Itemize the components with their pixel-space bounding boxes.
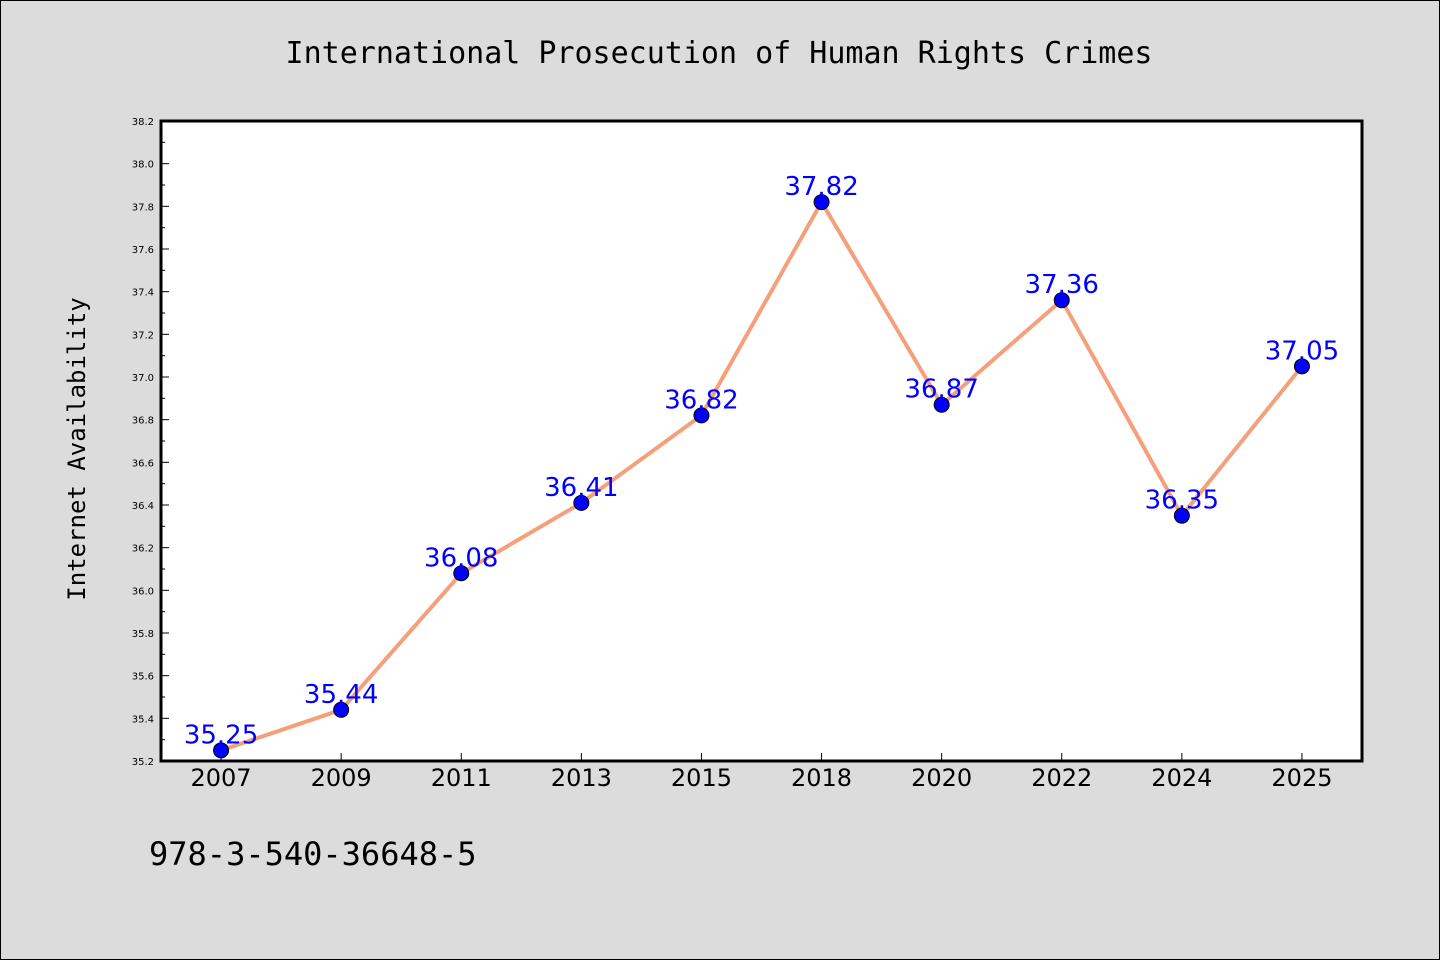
x-tick-label: 2015 bbox=[671, 764, 732, 792]
data-point bbox=[813, 194, 830, 211]
data-point bbox=[1173, 507, 1190, 524]
data-label: 35.25 bbox=[184, 720, 258, 750]
x-tick-label: 2013 bbox=[551, 764, 612, 792]
x-tick-label: 2020 bbox=[911, 764, 972, 792]
y-tick-label: 36.0 bbox=[132, 586, 154, 597]
isbn-text: 978-3-540-36648-5 bbox=[149, 835, 477, 873]
y-tick-label: 36.8 bbox=[132, 416, 154, 427]
data-point bbox=[213, 742, 230, 759]
data-label: 37.05 bbox=[1265, 336, 1339, 366]
data-point bbox=[453, 565, 470, 582]
y-tick-label: 37.0 bbox=[132, 373, 154, 384]
y-tick-label: 35.4 bbox=[132, 714, 154, 725]
data-point bbox=[1293, 358, 1310, 375]
y-axis: 35.2 35.4 35.6 35.8 36.0 36.2 36.4 36.6 36.8 37.0… bbox=[132, 117, 169, 768]
data-label: 37.82 bbox=[784, 172, 858, 202]
x-tick-label: 2025 bbox=[1271, 764, 1332, 792]
x-tick-label: 2011 bbox=[431, 764, 492, 792]
y-tick-label: 37.6 bbox=[132, 245, 154, 256]
data-labels: 35.25 35.44 36.08 36.41 36.82 37.82 36.87 37.36… bbox=[184, 172, 1339, 750]
data-point bbox=[333, 701, 350, 718]
y-tick-label: 37.8 bbox=[132, 202, 154, 213]
y-tick-label: 37.2 bbox=[132, 330, 154, 341]
x-tick-label: 2024 bbox=[1151, 764, 1212, 792]
data-label: 36.35 bbox=[1145, 486, 1219, 516]
x-tick-label: 2018 bbox=[791, 764, 852, 792]
x-tick-label: 2009 bbox=[311, 764, 372, 792]
data-label: 37.36 bbox=[1025, 270, 1099, 300]
data-label: 36.41 bbox=[544, 473, 618, 503]
series-line bbox=[219, 200, 1304, 753]
data-point bbox=[1053, 292, 1070, 309]
x-axis: 2007 2009 2011 2013 2015 2018 2020 2022 2024 2025 bbox=[191, 753, 1332, 792]
plot-area bbox=[159, 119, 1364, 763]
x-tick-label: 2007 bbox=[191, 764, 252, 792]
y-axis-label: Internet Availability bbox=[63, 297, 91, 600]
data-label: 36.87 bbox=[904, 375, 978, 405]
y-tick-label: 36.4 bbox=[132, 501, 154, 512]
data-label: 35.44 bbox=[304, 680, 378, 710]
y-tick-label: 37.4 bbox=[132, 288, 154, 299]
x-tick-label: 2022 bbox=[1031, 764, 1092, 792]
y-tick-label: 38.2 bbox=[132, 117, 154, 128]
data-points bbox=[213, 194, 1310, 759]
y-tick-label: 35.2 bbox=[132, 757, 154, 768]
data-point bbox=[693, 407, 710, 424]
data-label: 36.82 bbox=[664, 385, 738, 415]
y-tick-label: 36.2 bbox=[132, 544, 154, 555]
y-tick-label: 38.0 bbox=[132, 160, 154, 171]
y-tick-label: 35.8 bbox=[132, 629, 154, 640]
data-label: 36.08 bbox=[424, 543, 498, 573]
y-tick-label: 36.6 bbox=[132, 458, 154, 469]
chart-title: International Prosecution of Human Right… bbox=[286, 36, 1153, 71]
data-point bbox=[933, 396, 950, 413]
data-point bbox=[573, 494, 590, 511]
y-tick-label: 35.6 bbox=[132, 672, 154, 683]
